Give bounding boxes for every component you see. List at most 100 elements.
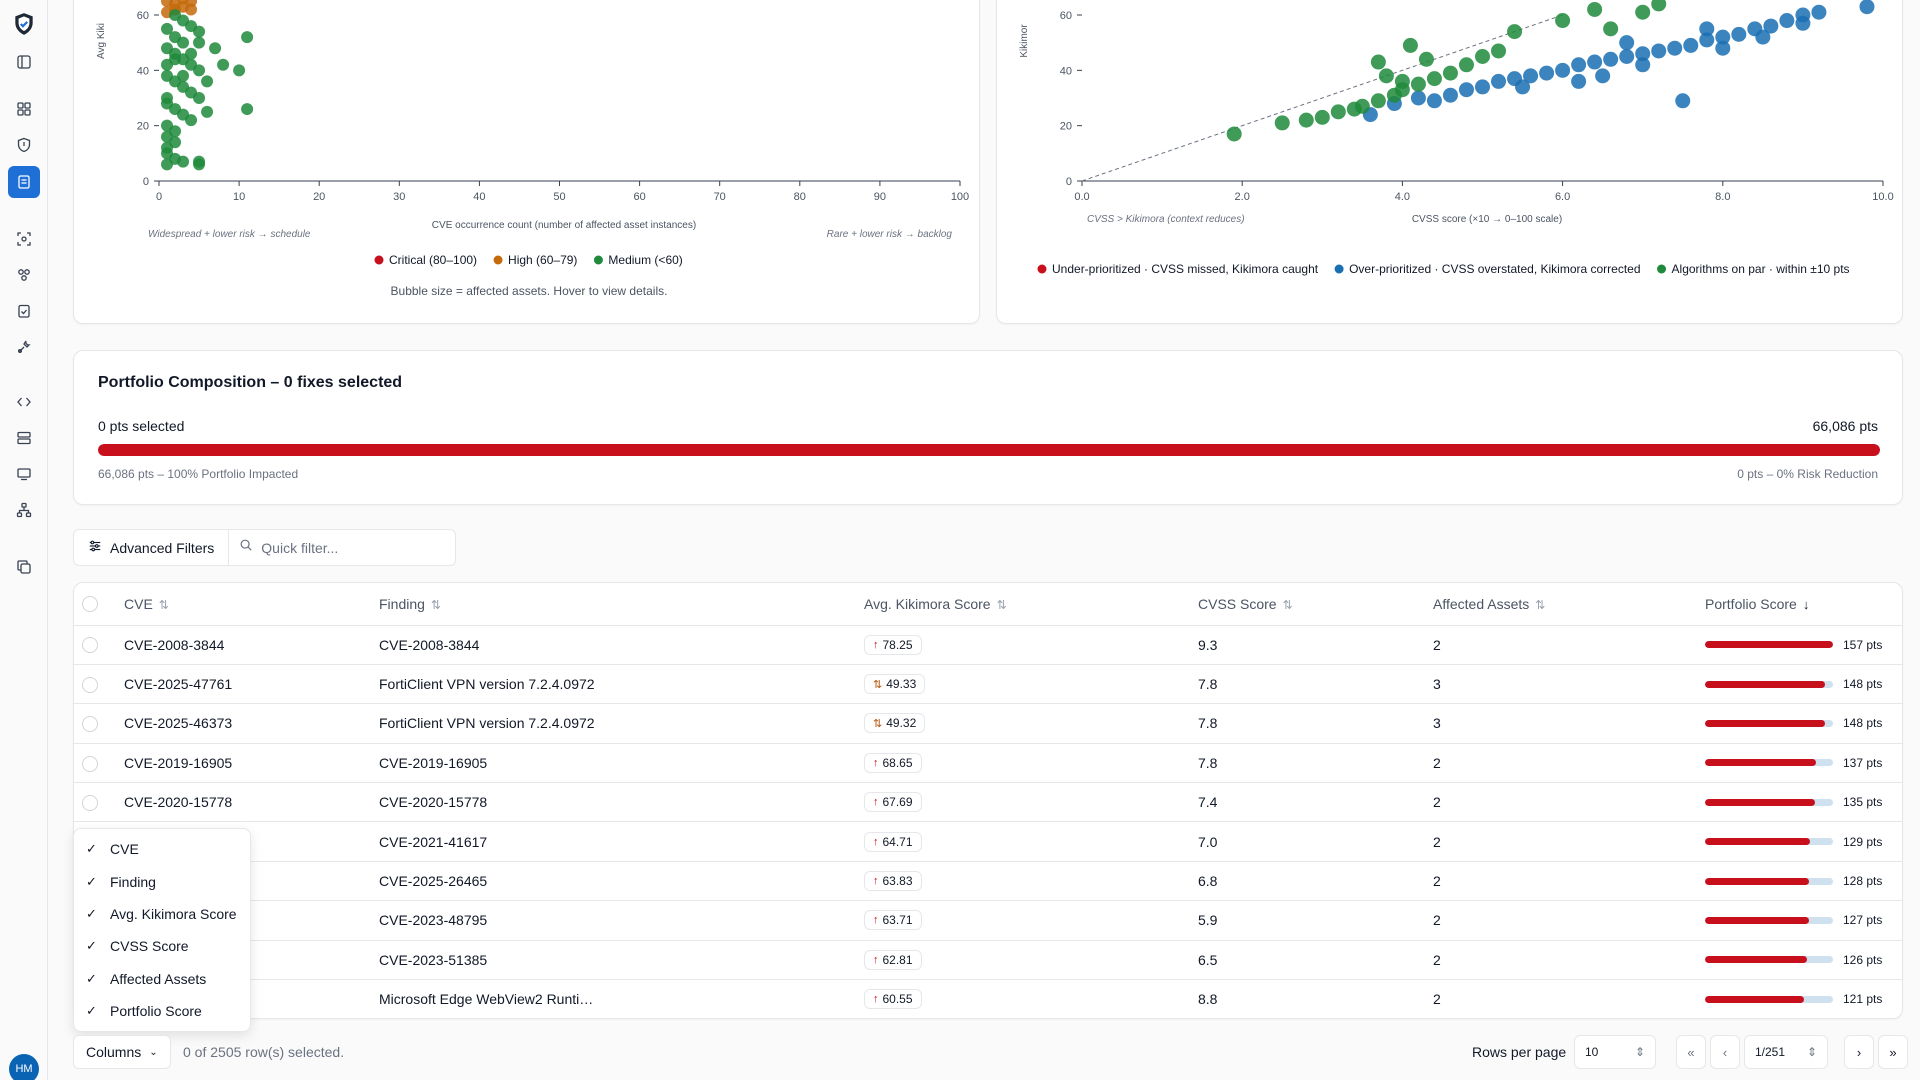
monitor-icon[interactable] <box>14 464 34 484</box>
network-icon[interactable] <box>14 500 34 520</box>
next-page-button[interactable]: › <box>1844 1035 1874 1069</box>
table-row[interactable]: CVE-2023-51385CVE-2023-51385↑62.816.5212… <box>74 940 1902 981</box>
data-point[interactable] <box>1811 4 1827 20</box>
column-toggle-item[interactable]: ✓ Affected Assets <box>86 970 207 987</box>
table-row[interactable]: CVE-2025-26465CVE-2025-26465↑63.836.8212… <box>74 861 1902 902</box>
column-toggle-item[interactable]: ✓ CVE <box>86 841 139 858</box>
data-point[interactable] <box>185 47 198 60</box>
data-point[interactable] <box>1699 21 1715 37</box>
table-row[interactable]: CVE-2025-46373 FortiClient VPN version 7.… <box>74 703 1902 744</box>
data-point[interactable] <box>209 42 222 55</box>
row-checkbox[interactable] <box>82 716 98 733</box>
panel-toggle-icon[interactable] <box>14 52 34 72</box>
data-point[interactable] <box>1458 82 1474 98</box>
data-point[interactable] <box>1675 93 1691 109</box>
data-point[interactable] <box>233 64 246 77</box>
column-header-kikimora-score[interactable]: Avg. Kikimora Score ⇅ <box>864 583 1198 626</box>
data-point[interactable] <box>1635 57 1651 73</box>
shield-icon[interactable] <box>14 135 34 155</box>
data-point[interactable] <box>1619 35 1635 51</box>
data-point[interactable] <box>1571 57 1587 73</box>
brand-shield-icon[interactable] <box>10 10 38 38</box>
data-point[interactable] <box>1795 15 1811 31</box>
data-point[interactable] <box>169 9 182 21</box>
row-checkbox[interactable] <box>82 755 98 772</box>
data-point[interactable] <box>201 105 214 118</box>
data-point[interactable] <box>193 64 206 77</box>
prev-page-button[interactable]: ‹ <box>1710 1035 1740 1069</box>
table-row[interactable]: CVE-2023-48795CVE-2023-48795↑63.715.9212… <box>74 900 1902 941</box>
data-point[interactable] <box>1354 98 1370 114</box>
table-row[interactable]: CVE-2019-16905 CVE-2019-16905 ↑ 68.65 7.8 2 13… <box>74 743 1902 784</box>
data-point[interactable] <box>185 3 198 16</box>
data-point[interactable] <box>161 22 174 35</box>
column-header-affected-assets[interactable]: Affected Assets ⇅ <box>1433 583 1705 626</box>
data-point[interactable] <box>1458 57 1474 73</box>
select-all-checkbox[interactable] <box>82 596 98 613</box>
data-point[interactable] <box>241 103 254 116</box>
data-point[interactable] <box>193 92 206 104</box>
data-point[interactable] <box>1475 79 1490 95</box>
data-point[interactable] <box>1491 43 1507 59</box>
row-checkbox[interactable] <box>82 676 98 693</box>
column-header-portfolio-score[interactable]: Portfolio Score ↓ <box>1705 583 1902 626</box>
scan-icon[interactable] <box>14 229 34 249</box>
data-point[interactable] <box>1715 40 1731 56</box>
data-point[interactable] <box>1683 37 1699 53</box>
data-point[interactable] <box>1779 13 1795 29</box>
page-select[interactable]: 1/251 ⇕ <box>1744 1035 1828 1069</box>
data-point[interactable] <box>1635 4 1651 20</box>
first-page-button[interactable]: « <box>1676 1035 1706 1069</box>
data-point[interactable] <box>177 155 190 168</box>
data-point[interactable] <box>1442 87 1458 103</box>
reports-icon[interactable] <box>8 166 40 198</box>
table-row[interactable]: Microsoft Edge WebView2 Runti… ↑ 60.55 8.8 2… <box>74 980 1902 1018</box>
column-toggle-item[interactable]: ✓ Finding <box>86 873 156 890</box>
column-header-finding[interactable]: Finding ⇅ <box>379 583 864 626</box>
data-point[interactable] <box>1699 32 1715 48</box>
avatar[interactable]: HM <box>9 1054 39 1080</box>
quick-filter-input[interactable] <box>261 539 442 556</box>
data-point[interactable] <box>193 155 206 168</box>
data-point[interactable] <box>1226 126 1242 142</box>
data-point[interactable] <box>1603 51 1619 67</box>
data-point[interactable] <box>1555 13 1571 29</box>
row-checkbox[interactable] <box>82 794 98 811</box>
table-row[interactable]: CVE-2020-15778 CVE-2020-15778 ↑ 67.69 7.4 2 13… <box>74 782 1902 823</box>
last-page-button[interactable]: » <box>1878 1035 1908 1069</box>
rows-per-page-select[interactable]: 10 ⇕ <box>1574 1035 1656 1069</box>
dashboard-icon[interactable] <box>14 99 34 119</box>
copy-icon[interactable] <box>14 557 34 577</box>
data-point[interactable] <box>1426 71 1442 87</box>
data-point[interactable] <box>1394 73 1410 89</box>
table-row[interactable]: CVE-2025-47761 FortiClient VPN version 7.… <box>74 664 1902 705</box>
data-point[interactable] <box>1410 76 1426 92</box>
data-point[interactable] <box>1410 90 1426 106</box>
advanced-filters-button[interactable]: Advanced Filters <box>74 530 230 565</box>
data-point[interactable] <box>1402 37 1418 53</box>
data-point[interactable] <box>1378 68 1394 84</box>
code-icon[interactable] <box>14 392 34 412</box>
data-point[interactable] <box>1539 65 1555 81</box>
data-point[interactable] <box>1426 93 1442 109</box>
data-point[interactable] <box>217 58 230 71</box>
table-row[interactable]: CVE-2021-41617CVE-2021-41617↑64.717.0212… <box>74 821 1902 862</box>
data-point[interactable] <box>169 53 182 66</box>
table-row[interactable]: CVE-2008-3844 CVE-2008-3844 ↑ 78.25 9.3 2 157 … <box>74 625 1902 665</box>
data-point[interactable] <box>161 92 174 104</box>
group-icon[interactable] <box>14 265 34 285</box>
column-header-cve[interactable]: CVE ⇅ <box>124 583 379 626</box>
data-point[interactable] <box>1755 29 1771 45</box>
data-point[interactable] <box>1515 79 1531 95</box>
data-point[interactable] <box>1667 40 1683 56</box>
data-point[interactable] <box>1603 21 1619 37</box>
data-point[interactable] <box>1651 0 1667 12</box>
data-point[interactable] <box>1571 73 1587 89</box>
columns-button[interactable]: Columns ⌄ <box>73 1035 171 1069</box>
column-header-cvss-score[interactable]: CVSS Score ⇅ <box>1198 583 1433 626</box>
server-icon[interactable] <box>14 428 34 448</box>
data-point[interactable] <box>1418 51 1434 67</box>
data-point[interactable] <box>1731 26 1747 42</box>
data-point[interactable] <box>185 114 198 127</box>
tools-icon[interactable] <box>14 337 34 357</box>
